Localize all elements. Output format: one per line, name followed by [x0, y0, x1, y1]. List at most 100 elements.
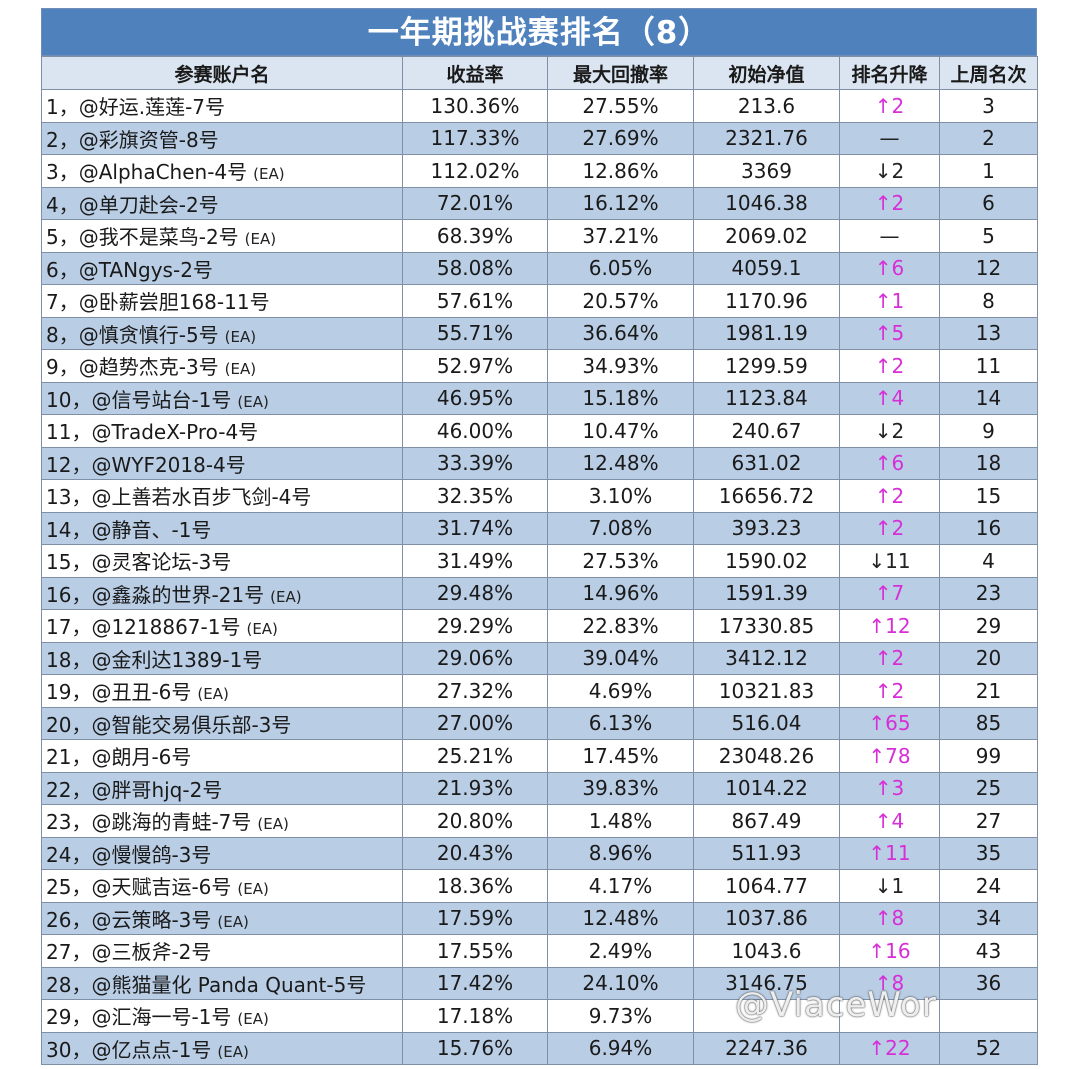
nav-cell: 3146.75: [693, 966, 840, 1000]
return-cell: 29.06%: [402, 641, 548, 675]
account-name: 9，@趋势杰克-3号: [46, 355, 219, 380]
return-cell: 20.80%: [402, 804, 548, 838]
drawdown-cell: 6.94%: [547, 1031, 694, 1065]
ea-tag: (EA): [237, 392, 269, 411]
ea-tag: (EA): [270, 587, 302, 606]
rank-change-cell: [839, 999, 940, 1033]
last-week-rank-cell: 29: [939, 609, 1038, 643]
account-name: 24，@慢慢鸽-3号: [46, 842, 212, 867]
table-row: 5，@我不是菜鸟-2号 (EA) 68.39% 37.21% 2069.02—5: [41, 219, 1038, 253]
return-cell: 20.43%: [402, 836, 548, 870]
table-row: 24，@慢慢鸽-3号 20.43% 8.96% 511.93 ↑11 35: [41, 836, 1038, 870]
last-week-rank-cell: 16: [939, 511, 1038, 545]
account-name: 13，@上善若水百步飞剑-4号: [46, 485, 312, 510]
last-week-rank-cell: 11: [939, 349, 1038, 383]
nav-cell: 1591.39: [693, 576, 840, 610]
drawdown-cell: 4.69%: [547, 674, 694, 708]
table-row: 12，@WYF2018-4号 33.39% 12.48% 631.02 ↑6 18: [41, 446, 1038, 480]
col-header-return: 收益率: [402, 56, 548, 90]
ea-tag: (EA): [253, 165, 285, 184]
nav-cell: 213.6: [693, 89, 840, 123]
account-name-cell: 2，@彩旗资管-8号: [41, 121, 403, 155]
account-name-cell: 5，@我不是菜鸟-2号 (EA): [41, 219, 403, 253]
account-name: 17，@1218867-1号: [46, 615, 241, 640]
account-name-cell: 27，@三板斧-2号: [41, 934, 403, 968]
drawdown-cell: 4.17%: [547, 869, 694, 903]
ea-tag: (EA): [224, 360, 257, 379]
account-name-cell: 18，@金利达1389-1号: [41, 641, 403, 675]
account-name-cell: 1，@好运.莲莲-7号: [41, 89, 403, 123]
last-week-rank-cell: 18: [939, 446, 1038, 480]
last-week-rank-cell: 20: [939, 641, 1038, 675]
ranking-table: 参赛账户名 收益率 最大回撤率 初始净值 排名升降 上周名次 1，@好运.莲莲-…: [41, 56, 1038, 1065]
nav-cell: 516.04: [693, 706, 840, 740]
nav-cell: 240.67: [693, 414, 840, 448]
table-row: 17，@1218867-1号 (EA) 29.29% 22.83% 17330.85 ↑1…: [41, 609, 1038, 643]
return-cell: 58.08%: [402, 251, 548, 285]
nav-cell: 393.23: [693, 511, 840, 545]
last-week-rank-cell: 34: [939, 901, 1038, 935]
table-row: 25，@天赋吉运-6号 (EA) 18.36% 4.17% 1064.77 ↓1 24: [41, 869, 1038, 903]
account-name: 5，@我不是菜鸟-2号: [46, 225, 239, 250]
drawdown-cell: 15.18%: [547, 381, 694, 415]
last-week-rank-cell: 14: [939, 381, 1038, 415]
drawdown-cell: 14.96%: [547, 576, 694, 610]
last-week-rank-cell: 21: [939, 674, 1038, 708]
ea-tag: (EA): [237, 880, 269, 899]
nav-cell: 2247.36: [693, 1031, 840, 1065]
watermark: @ViaceWor: [735, 985, 937, 1025]
return-cell: 46.95%: [402, 381, 548, 415]
drawdown-cell: 6.05%: [547, 251, 694, 285]
last-week-rank-cell: 36: [939, 966, 1038, 1000]
account-name-cell: 6，@TANgys-2号: [41, 251, 403, 285]
ea-tag: (EA): [217, 912, 249, 931]
table-row: 22，@胖哥hjq-2号 21.93% 39.83% 1014.22 ↑3 25: [41, 771, 1038, 805]
drawdown-cell: 27.69%: [547, 121, 694, 155]
nav-cell: 10321.83: [693, 674, 840, 708]
rank-change-cell: ↑5: [839, 316, 940, 350]
rank-change-cell: —: [839, 219, 940, 253]
rank-change-cell: ↑8: [839, 901, 940, 935]
return-cell: 15.76%: [402, 1031, 548, 1065]
rank-change-cell: ↓2: [839, 414, 940, 448]
table-row: 1，@好运.莲莲-7号 130.36% 27.55% 213.6 ↑2 3: [41, 89, 1038, 123]
return-cell: 55.71%: [402, 316, 548, 350]
drawdown-cell: 20.57%: [547, 284, 694, 318]
drawdown-cell: 37.21%: [547, 219, 694, 253]
col-header-last-week: 上周名次: [939, 56, 1038, 90]
last-week-rank-cell: 15: [939, 479, 1038, 513]
nav-cell: 1123.84: [693, 381, 840, 415]
rank-change-cell: ↑2: [839, 89, 940, 123]
rank-change-cell: ↑6: [839, 251, 940, 285]
last-week-rank-cell: 1: [939, 154, 1038, 188]
table-row: 27，@三板斧-2号 17.55% 2.49% 1043.6 ↑16 43: [41, 934, 1038, 968]
account-name-cell: 28，@熊猫量化 Panda Quant-5号: [41, 966, 403, 1000]
last-week-rank-cell: 27: [939, 804, 1038, 838]
rank-change-cell: ↑78: [839, 739, 940, 773]
return-cell: 57.61%: [402, 284, 548, 318]
return-cell: 18.36%: [402, 869, 548, 903]
account-name-cell: 22，@胖哥hjq-2号: [41, 771, 403, 805]
last-week-rank-cell: 85: [939, 706, 1038, 740]
return-cell: 32.35%: [402, 479, 548, 513]
nav-cell: 1046.38: [693, 186, 840, 220]
rank-change-cell: ↑12: [839, 609, 940, 643]
table-row: 21，@朗月-6号 25.21% 17.45% 23048.26 ↑78 99: [41, 739, 1038, 773]
account-name-cell: 30，@亿点点-1号 (EA): [41, 1031, 403, 1065]
account-name-cell: 20，@智能交易俱乐部-3号: [41, 706, 403, 740]
account-name: 7，@卧薪尝胆168-11号: [46, 290, 270, 315]
account-name-cell: 4，@单刀赴会-2号: [41, 186, 403, 220]
return-cell: 25.21%: [402, 739, 548, 773]
last-week-rank-cell: 4: [939, 544, 1038, 578]
account-name: 27，@三板斧-2号: [46, 940, 212, 965]
col-header-drawdown: 最大回撤率: [547, 56, 694, 90]
return-cell: 29.29%: [402, 609, 548, 643]
rank-change-cell: ↑4: [839, 381, 940, 415]
account-name: 1，@好运.莲莲-7号: [46, 95, 226, 120]
account-name: 6，@TANgys-2号: [46, 257, 213, 282]
drawdown-cell: 8.96%: [547, 836, 694, 870]
table-row: 30，@亿点点-1号 (EA) 15.76% 6.94% 2247.36 ↑22 52: [41, 1031, 1038, 1065]
account-name: 14，@静音、-1号: [46, 517, 212, 542]
rank-change-cell: ↑22: [839, 1031, 940, 1065]
nav-cell: 4059.1: [693, 251, 840, 285]
